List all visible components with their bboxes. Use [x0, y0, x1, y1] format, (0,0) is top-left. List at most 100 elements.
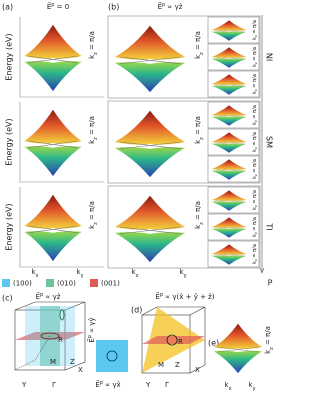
- band-plot: [114, 195, 186, 263]
- text-part: k: [252, 261, 258, 264]
- kz-label: kz = π/a: [252, 159, 259, 179]
- text-part: z: [254, 120, 258, 122]
- kz-label: kz = π/a: [252, 217, 259, 237]
- text-part: z: [254, 89, 258, 91]
- text-part: k: [194, 139, 202, 144]
- y-axis-label: Energy (eV): [5, 118, 14, 165]
- text-part: z: [254, 147, 258, 149]
- phase-label: NI: [265, 53, 274, 61]
- text-part: z: [199, 52, 205, 55]
- point-label: Z: [175, 361, 180, 369]
- text-part: p: [51, 2, 54, 8]
- text-part: = π/a: [194, 116, 202, 137]
- subpanel-frame: [207, 101, 260, 129]
- text-part: k: [225, 381, 230, 389]
- ky-label: ky: [249, 381, 256, 392]
- band-plot: [211, 217, 247, 238]
- kz-label: kz = π/a: [194, 201, 205, 229]
- text-part: E⃗: [47, 2, 51, 11]
- band-plot: [211, 20, 247, 41]
- panel-label: (b): [108, 3, 119, 12]
- text-part: = π/a: [252, 74, 258, 89]
- text-part: = π/a: [88, 31, 96, 52]
- band-plot: [114, 110, 186, 178]
- text-part: k: [77, 268, 82, 276]
- text-part: x: [229, 386, 232, 392]
- kz-label: kz = π/a: [252, 244, 259, 264]
- text-part: k: [249, 381, 254, 389]
- text-part: = π/a: [252, 244, 258, 259]
- kz-label: kz = π/a: [252, 105, 259, 125]
- text-part: = π/a: [252, 105, 258, 120]
- text-part: z: [93, 222, 99, 225]
- shape: [166, 334, 178, 346]
- figure: (a) E⃗p = 0 (b) E⃗p ∝ γẑ Energy (eV) kz =…: [2, 2, 275, 392]
- kx-label: kx: [132, 268, 139, 279]
- point-label: M: [50, 358, 56, 366]
- text-part: z: [254, 62, 258, 64]
- text-part: E⃗: [158, 2, 162, 11]
- text-part: k: [252, 91, 258, 94]
- subpanel-frame: [207, 155, 260, 183]
- y-axis-label: Energy (eV): [5, 203, 14, 250]
- kz-label: kz = π/a: [252, 20, 259, 40]
- subpanel-frame: [207, 128, 260, 156]
- text-part: z: [254, 205, 258, 207]
- text-part: k: [132, 268, 137, 276]
- text-part: k: [88, 54, 96, 59]
- kz-label: kz = π/a: [88, 201, 99, 229]
- subpanel-frame: [207, 186, 260, 214]
- text-part: k: [180, 268, 185, 276]
- kz-label: kz = π/a: [252, 190, 259, 210]
- subpanel-frame: [207, 70, 260, 98]
- kz-label: kz = π/a: [252, 132, 259, 152]
- y-axis-label: Energy (eV): [5, 33, 14, 80]
- text-part: k: [194, 224, 202, 229]
- text-part: = π/a: [264, 326, 272, 347]
- kz-label: kz = π/a: [252, 47, 259, 67]
- text-part: x: [136, 273, 139, 279]
- text-part: k: [252, 176, 258, 179]
- band-plot: [211, 244, 247, 265]
- text-part: = π/a: [252, 47, 258, 62]
- text-part: = π/a: [252, 190, 258, 205]
- text-part: ∝ γẑ: [43, 293, 61, 301]
- band-plot: [211, 105, 247, 126]
- text-part: p: [87, 335, 93, 338]
- text-part: E⃗: [87, 338, 96, 342]
- text-part: = 0: [54, 3, 69, 11]
- text-part: = π/a: [194, 201, 202, 222]
- kz-label: kz = π/a: [88, 31, 99, 59]
- band-plot: [24, 109, 82, 177]
- legend-swatch: [90, 279, 98, 287]
- text-part: = π/a: [252, 132, 258, 147]
- band-plot: [24, 24, 82, 92]
- text-part: = π/a: [252, 20, 258, 35]
- surface-100: [96, 340, 128, 372]
- kz-label: kz = π/a: [88, 116, 99, 144]
- point-label: Y: [21, 381, 27, 389]
- text-part: z: [199, 137, 205, 140]
- phase-label: TI: [265, 222, 274, 230]
- text-part: k: [32, 268, 37, 276]
- shape: [141, 306, 206, 374]
- shape: [14, 335, 51, 371]
- brillouin-zone-c: R M Z X Y Γ: [14, 301, 86, 389]
- point-label: R: [58, 336, 63, 344]
- text-part: z: [254, 35, 258, 37]
- kz-label: kz = π/a: [264, 326, 275, 354]
- subpanel-frame: [207, 213, 260, 241]
- text-part: E⃗: [95, 380, 99, 389]
- fermi-circle: [106, 350, 118, 362]
- phase-label: SM: [265, 136, 274, 148]
- axis-frame: [19, 17, 104, 98]
- text-part: = π/a: [88, 116, 96, 137]
- point-label: Y: [145, 381, 151, 389]
- field-label: E⃗p ∝ γx̂: [95, 380, 120, 390]
- kz-label: kz = π/a: [194, 31, 205, 59]
- text-part: y: [184, 273, 187, 279]
- phase-axis-label: P: [268, 279, 273, 288]
- text-part: p: [40, 292, 43, 298]
